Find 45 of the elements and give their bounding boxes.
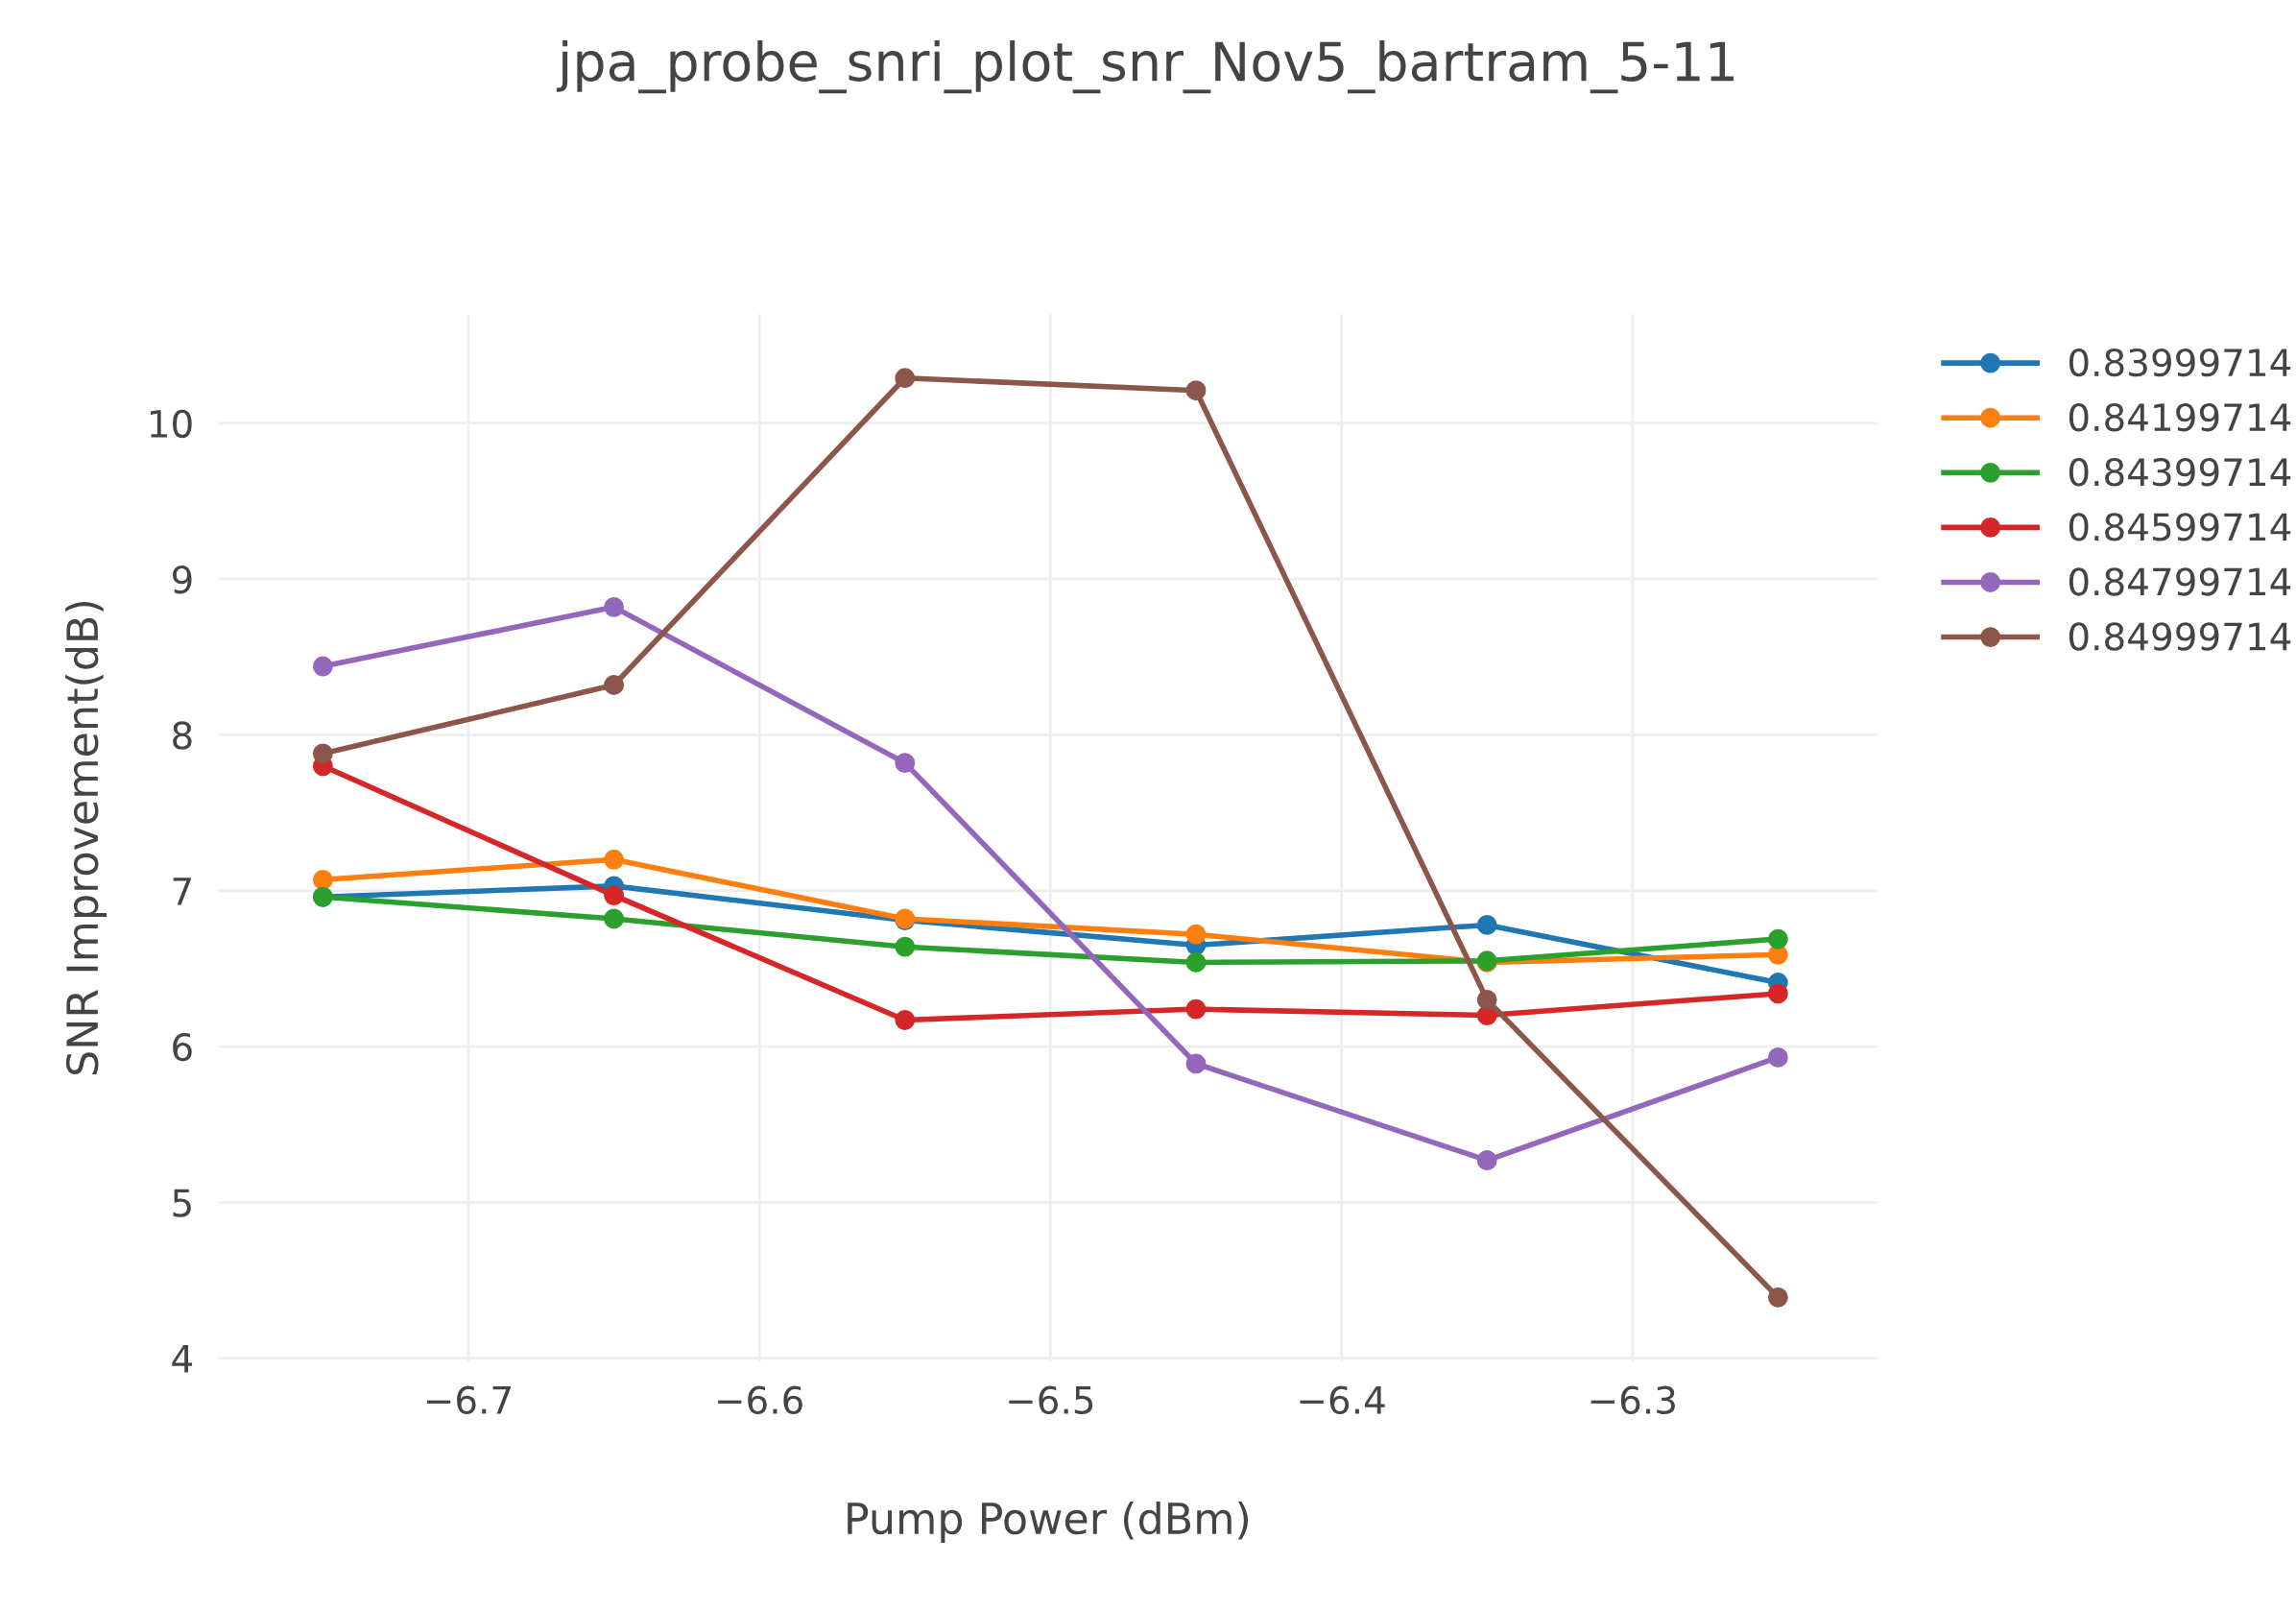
point	[604, 849, 625, 870]
point	[604, 675, 625, 695]
point	[1767, 1286, 1788, 1308]
y-tick-label: 7	[173, 878, 191, 905]
point	[895, 753, 916, 774]
y-tick-label: 5	[173, 1189, 191, 1217]
point	[604, 596, 625, 617]
x-tick-label: −6.5	[1009, 1385, 1093, 1415]
point	[1476, 1150, 1497, 1170]
x-tick-label: −6.4	[1300, 1385, 1385, 1415]
legend-label: 0.84599714	[2069, 513, 2291, 541]
point	[1185, 1053, 1207, 1074]
point	[604, 885, 625, 906]
y-tick-label: 6	[173, 1032, 192, 1062]
point	[1185, 380, 1207, 401]
y-tick-label: 4	[172, 1345, 193, 1373]
point	[1767, 1046, 1788, 1068]
y-tick-label: 10	[151, 409, 192, 439]
point	[312, 743, 333, 764]
y-axis-title: SNR Improvement(dB)	[65, 601, 108, 1075]
point	[1185, 951, 1207, 973]
point	[895, 1010, 916, 1030]
point	[1185, 998, 1207, 1020]
chart-title: jpa_probe_snri_plot_snr_Nov5_bartram_5-11	[556, 39, 1734, 94]
point	[312, 656, 333, 677]
legend-label: 0.84199714	[2069, 402, 2291, 432]
x-tick-label: −6.7	[426, 1385, 511, 1415]
point	[604, 908, 625, 929]
legend-label: 0.83999714	[2069, 348, 2291, 377]
point	[895, 368, 916, 389]
x-tick-label: −6.6	[718, 1385, 802, 1415]
y-tick-label: 8	[173, 721, 192, 750]
point	[312, 869, 333, 890]
point	[1185, 924, 1207, 945]
legend-label: 0.84399714	[2069, 458, 2291, 487]
legend-label: 0.84799714	[2069, 567, 2291, 596]
y-tick-label: 9	[172, 565, 192, 594]
point	[1476, 989, 1497, 1010]
point	[1476, 915, 1497, 935]
point	[1767, 928, 1788, 950]
legend-label: 0.84999714	[2069, 622, 2291, 651]
x-axis-title: Pump Power (dBm)	[848, 1501, 1249, 1543]
x-tick-label: −6.3	[1590, 1385, 1675, 1415]
point	[1767, 983, 1788, 1004]
point	[895, 936, 916, 957]
